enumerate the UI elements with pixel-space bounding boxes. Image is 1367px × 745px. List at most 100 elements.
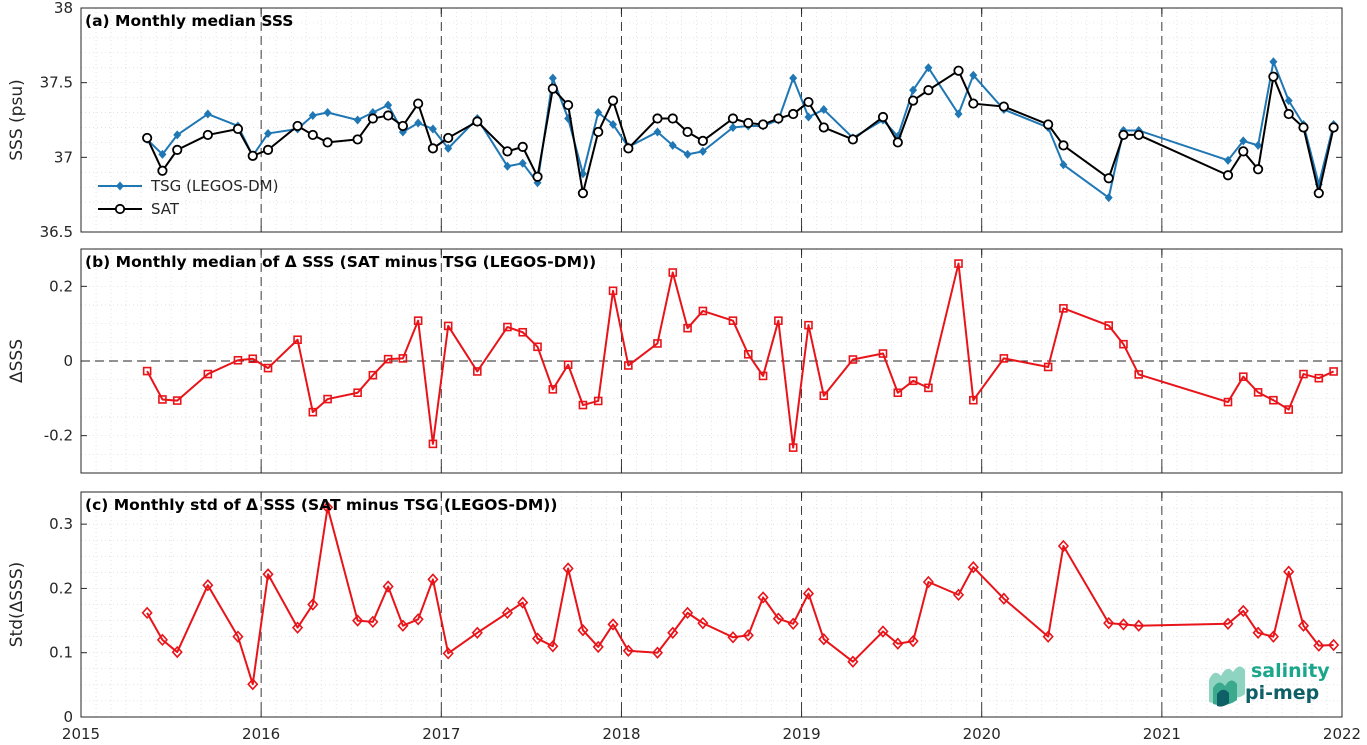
panel-title: (a) Monthly median SSS [85,12,293,30]
logo-text-line2: pi-mep [1245,682,1319,704]
data-point [1328,638,1340,652]
data-point [609,119,618,129]
data-point [968,98,979,109]
data-point [667,113,678,124]
data-point [427,573,439,586]
data-point [653,339,662,348]
plot-frame [80,7,1343,233]
data-point [156,633,169,647]
data-point [593,126,604,138]
y-tick-label: 38 [54,0,73,17]
data-point [443,132,454,144]
data-point [1119,339,1128,349]
data-point [623,143,634,154]
data-point [547,83,558,94]
data-point [848,355,858,364]
data-point [202,129,213,141]
data-point [1043,119,1054,130]
data-point [1254,140,1263,150]
data-point [681,606,694,620]
data-point [322,137,333,148]
y-axis-label: Std(ΔSSS) [7,562,27,648]
data-point [1059,304,1068,313]
data-point [382,580,394,593]
data-point [818,122,829,133]
x-tick-label: 2017 [422,725,460,743]
data-point [819,391,829,401]
data-point [804,112,813,122]
data-point [1268,71,1279,82]
data-point [547,640,559,653]
legend-label: TSG (LEGOS-DM) [150,177,278,195]
data-point [548,385,558,394]
y-axis-label: ΔSSS [7,339,27,383]
data-point [652,113,663,124]
data-point [728,122,737,132]
data-point [1103,616,1115,630]
panel-title: (c) Monthly std of Δ SSS (SAT minus TSG … [85,496,557,514]
data-point [697,135,708,147]
data-point [608,286,618,296]
data-point [262,144,274,155]
data-point [847,655,859,668]
data-point [172,396,182,405]
data-point [577,188,589,199]
data-point [397,120,408,132]
data-point [577,624,589,637]
data-point [622,644,634,657]
data-point [1104,321,1114,330]
data-point [353,388,362,398]
data-point [651,646,664,659]
data-point [892,137,903,148]
data-point [413,98,424,109]
x-tick-label: 2018 [602,725,640,743]
data-point [1059,160,1068,170]
data-point [262,568,274,581]
data-point [727,113,739,124]
data-point [173,130,182,140]
panel-b: -0.2 0 0.2 ΔSSS (b) Monthly median of Δ SSS … [7,248,1343,474]
series-line [146,262,1335,449]
data-point [908,376,918,386]
data-point [428,124,437,134]
data-point [1283,108,1294,120]
data-point [878,349,888,358]
data-point [158,395,167,404]
data-point [1313,639,1325,652]
data-point [398,354,408,363]
data-point [1269,395,1278,405]
x-tick-label: 2020 [963,725,1001,743]
data-point [263,363,273,373]
data-point [924,63,933,73]
data-point [757,119,769,130]
data-point [1118,129,1129,141]
data-point [292,120,303,132]
data-point [1238,372,1248,381]
data-point [141,606,153,620]
series-group [141,501,1340,691]
data-point [728,316,738,325]
data-point [683,149,692,159]
data-point [742,629,754,642]
data-point [368,370,378,380]
data-point [819,105,828,115]
data-point [323,108,332,118]
data-point [668,268,678,277]
data-point [323,394,332,404]
data-point [1267,630,1279,643]
data-point [594,108,603,118]
data-point [1043,362,1053,372]
data-point [999,354,1009,363]
data-point [593,396,603,406]
data-point [232,123,244,135]
data-point [923,85,934,96]
data-point [922,575,934,589]
data-point [667,626,679,639]
data-point [1223,155,1232,165]
data-point [1223,397,1233,407]
data-point [367,615,379,629]
data-point [367,113,378,124]
data-point [473,367,482,376]
data-point [517,141,528,152]
